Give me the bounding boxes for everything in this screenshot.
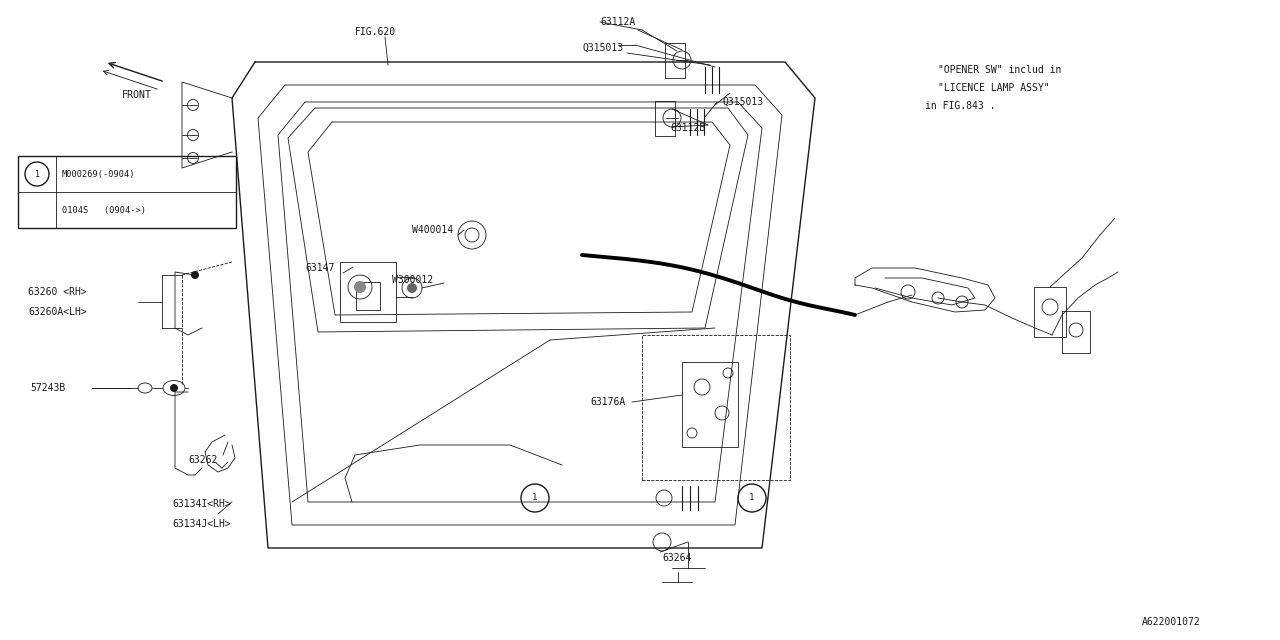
Text: 63134J<LH>: 63134J<LH> [172,519,230,529]
Bar [655,101,675,136]
Bar [1034,287,1066,337]
Text: 1: 1 [532,493,538,502]
Text: 1: 1 [35,170,40,179]
Text: 1: 1 [749,493,755,502]
Text: W300012: W300012 [392,275,433,285]
Bar [643,335,790,480]
Bar [666,43,685,78]
Text: 63260 <RH>: 63260 <RH> [28,287,87,297]
Text: 63262: 63262 [188,455,218,465]
Text: 63134I<RH>: 63134I<RH> [172,499,230,509]
Text: Q315013: Q315013 [722,97,763,107]
Text: 63260A<LH>: 63260A<LH> [28,307,87,317]
Text: 63176A: 63176A [590,397,625,407]
Circle shape [407,283,417,293]
Text: in FIG.843 .: in FIG.843 . [925,101,996,111]
Text: "LICENCE LAMP ASSY": "LICENCE LAMP ASSY" [938,83,1050,93]
Text: FRONT: FRONT [122,90,152,100]
Text: "OPENER SW" includ in: "OPENER SW" includ in [938,65,1061,75]
Text: 0104S   (0904->): 0104S (0904->) [61,205,146,214]
Text: FIG.620: FIG.620 [355,27,396,37]
Text: 63147: 63147 [305,263,334,273]
Bar [18,156,236,228]
Circle shape [191,271,198,279]
Bar [356,282,380,310]
Text: 63112B: 63112B [669,123,705,133]
Text: M000269(-0904): M000269(-0904) [61,170,136,179]
Text: 63264: 63264 [662,553,691,563]
Text: Q315013: Q315013 [582,43,623,53]
Circle shape [355,281,366,293]
Text: W400014: W400014 [412,225,453,235]
Bar [682,362,739,447]
Circle shape [170,384,178,392]
Text: 57243B: 57243B [29,383,65,393]
Text: 63112A: 63112A [600,17,635,27]
Text: A622001072: A622001072 [1142,617,1201,627]
Bar [340,262,396,322]
Bar [1062,311,1091,353]
